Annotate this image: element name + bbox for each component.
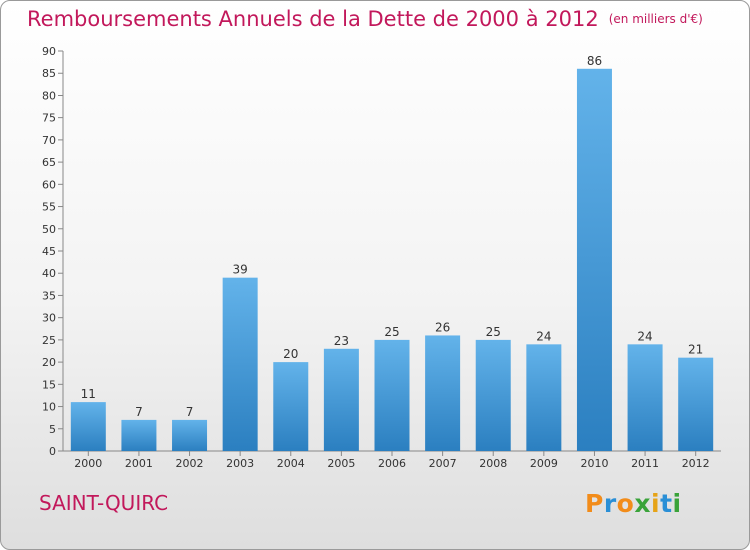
bar-value-label: 24 [536,329,551,343]
y-tick-label: 55 [42,201,56,214]
y-tick-label: 25 [42,334,56,347]
y-tick-label: 15 [42,378,56,391]
y-tick-label: 20 [42,356,56,369]
y-tick-label: 0 [49,445,56,458]
y-tick-label: 65 [42,156,56,169]
y-tick-label: 40 [42,267,56,280]
bar-value-label: 24 [637,329,652,343]
x-tick-label: 2006 [378,457,406,470]
bar-value-label: 7 [135,405,143,419]
chart-unit: (en milliers d'€) [608,12,703,26]
bar-2007 [425,335,461,451]
bar-value-label: 7 [186,405,194,419]
logo-letter: o [616,489,635,518]
bar-value-label: 26 [435,320,450,334]
y-tick-label: 60 [42,178,56,191]
logo-letter: t [660,489,673,518]
y-tick-label: 10 [42,401,56,414]
x-tick-label: 2002 [176,457,204,470]
bar-2010 [576,68,612,452]
y-tick-label: 75 [42,112,56,125]
bar-value-label: 21 [688,343,703,357]
bar-2005 [323,348,359,451]
x-tick-label: 2007 [429,457,457,470]
chart-title: Remboursements Annuels de la Dette de 20… [27,7,703,31]
y-tick-label: 30 [42,312,56,325]
bar-2002 [172,419,208,451]
y-tick-label: 90 [42,45,56,58]
x-tick-label: 2011 [631,457,659,470]
bar-2000 [70,402,106,451]
proxiti-logo[interactable]: Proxiti [585,489,682,518]
bar-value-label: 25 [486,325,501,339]
x-tick-label: 2001 [125,457,153,470]
y-tick-label: 50 [42,223,56,236]
logo-letter: i [651,489,661,518]
logo-letter: P [585,489,604,518]
bar-2003 [222,277,258,451]
logo-letter: i [672,489,682,518]
x-tick-label: 2010 [580,457,608,470]
x-tick-label: 2004 [277,457,305,470]
bar-2004 [273,362,309,451]
y-tick-label: 5 [49,423,56,436]
y-tick-label: 70 [42,134,56,147]
bar-2012 [678,357,714,451]
bar-value-label: 86 [587,54,602,68]
bar-value-label: 11 [81,387,96,401]
city-name: SAINT-QUIRC [39,491,169,515]
bar-value-label: 39 [233,263,248,277]
bar-value-label: 25 [384,325,399,339]
y-tick-label: 45 [42,245,56,258]
bar-2001 [121,419,157,451]
x-tick-label: 2009 [530,457,558,470]
y-tick-label: 35 [42,289,56,302]
x-tick-label: 2008 [479,457,507,470]
bar-2006 [374,339,410,451]
y-tick-label: 80 [42,89,56,102]
bar-2011 [627,344,663,451]
x-tick-label: 2003 [226,457,254,470]
logo-letter: x [634,489,651,518]
bar-value-label: 20 [283,347,298,361]
y-tick-label: 85 [42,67,56,80]
logo-letter: r [603,489,617,518]
bar-2008 [475,339,511,451]
chart-title-text: Remboursements Annuels de la Dette de 20… [27,7,599,31]
x-tick-label: 2000 [74,457,102,470]
bar-value-label: 23 [334,334,349,348]
x-tick-label: 2005 [327,457,355,470]
x-tick-label: 2012 [682,457,710,470]
bar-2009 [526,344,562,451]
